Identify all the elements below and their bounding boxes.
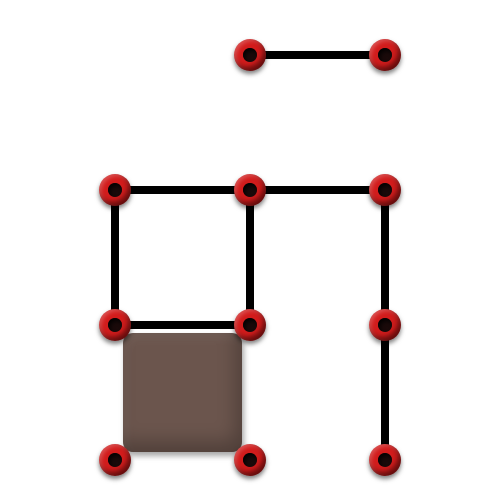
edge-vertical[interactable]	[111, 190, 119, 325]
edge-vertical[interactable]	[246, 190, 254, 325]
edge-horizontal[interactable]	[115, 186, 250, 194]
edge-horizontal[interactable]	[250, 51, 385, 59]
edge-vertical[interactable]	[381, 190, 389, 325]
grid-dot[interactable]	[99, 174, 131, 206]
grid-dot[interactable]	[234, 39, 266, 71]
dots-and-boxes-board	[0, 0, 500, 500]
grid-dot[interactable]	[99, 309, 131, 341]
grid-dot[interactable]	[234, 309, 266, 341]
edge-horizontal[interactable]	[115, 321, 250, 329]
grid-dot[interactable]	[369, 309, 401, 341]
grid-dot[interactable]	[369, 444, 401, 476]
grid-dot[interactable]	[369, 174, 401, 206]
grid-dot[interactable]	[369, 39, 401, 71]
grid-dot[interactable]	[234, 444, 266, 476]
filled-box	[123, 333, 242, 452]
edge-horizontal[interactable]	[250, 186, 385, 194]
grid-dot[interactable]	[99, 444, 131, 476]
grid-dot[interactable]	[234, 174, 266, 206]
edge-vertical[interactable]	[381, 325, 389, 460]
